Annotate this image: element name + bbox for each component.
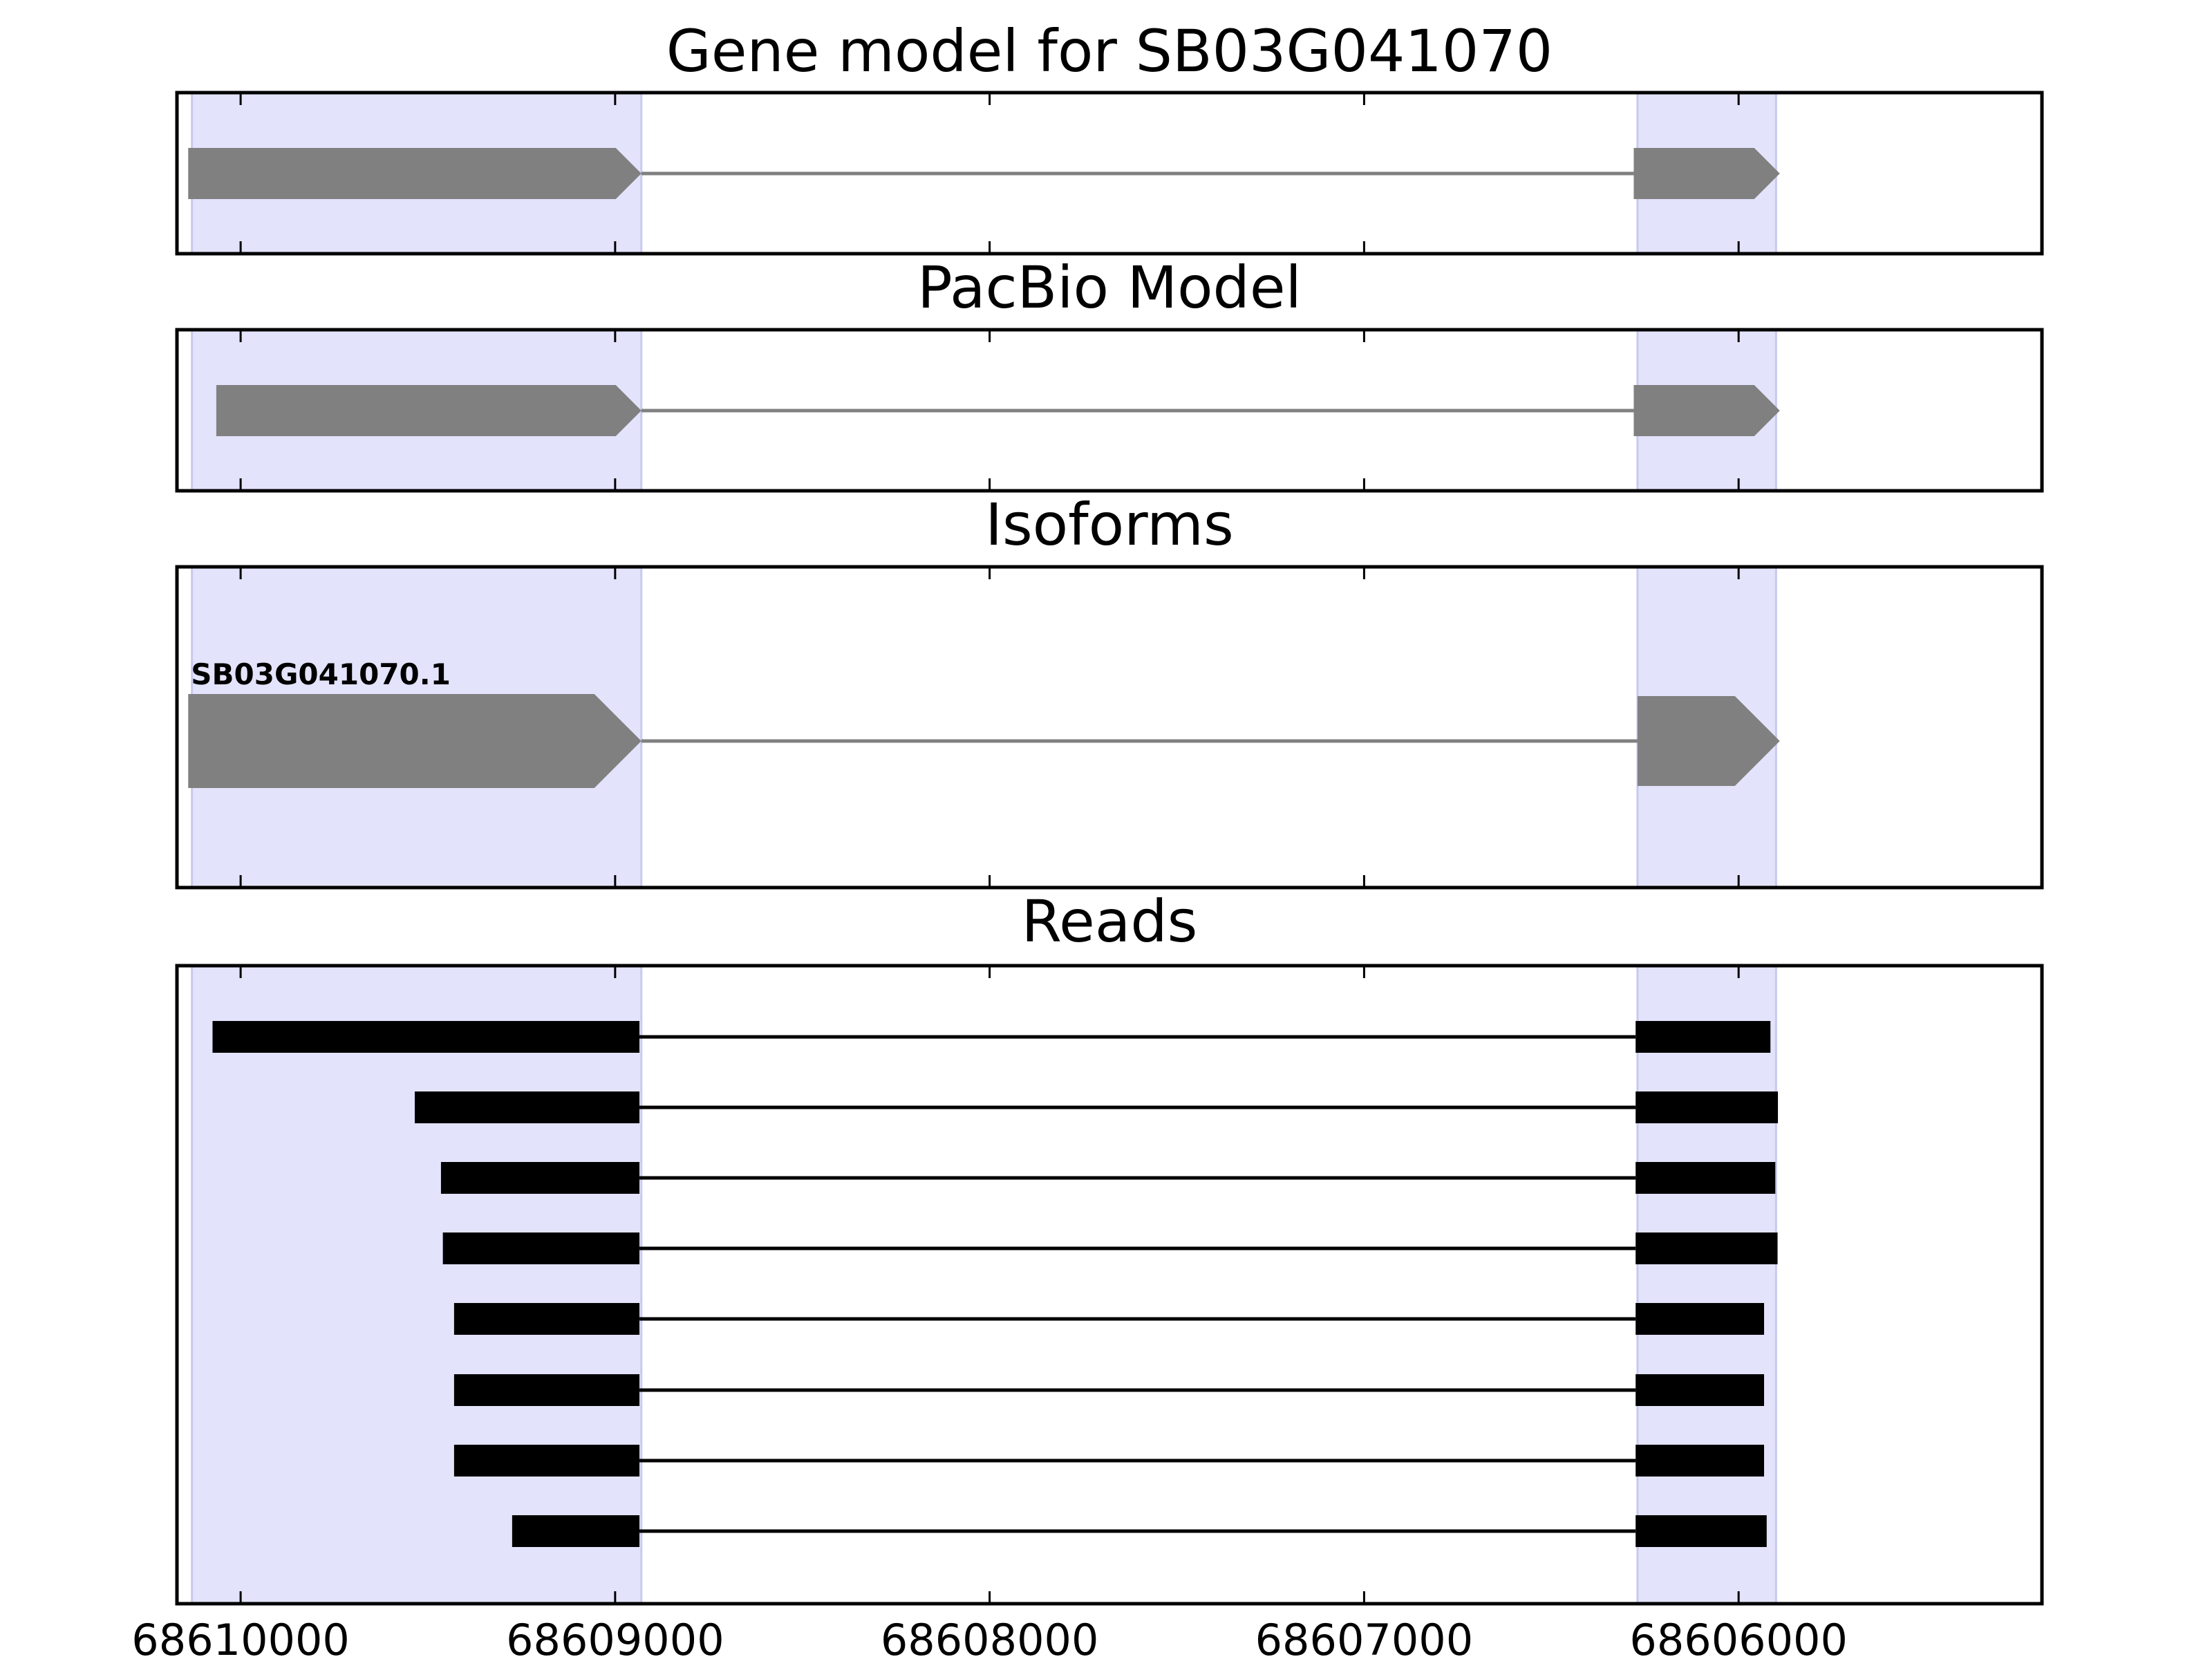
read-4-exon-1 bbox=[442, 1232, 640, 1264]
isoforms-exon-1 bbox=[188, 694, 641, 788]
isoforms-title: Isoforms bbox=[985, 491, 1234, 559]
read-2-exon-1 bbox=[415, 1091, 640, 1123]
read-7-exon-1 bbox=[453, 1445, 640, 1477]
gene-model-exon-2 bbox=[1633, 148, 1780, 199]
read-4-exon-2 bbox=[1635, 1232, 1778, 1264]
read-5-exon-2 bbox=[1635, 1303, 1765, 1335]
read-7-exon-2 bbox=[1635, 1445, 1765, 1477]
x-tick-label-3: 68608000 bbox=[881, 1615, 1099, 1659]
read-6-exon-2 bbox=[1635, 1374, 1765, 1406]
x-tick-label-4: 68607000 bbox=[1255, 1615, 1474, 1659]
x-tick-label-1: 68610000 bbox=[131, 1615, 350, 1659]
pacbio-model-frame bbox=[175, 328, 2044, 493]
read-2-exon-2 bbox=[1635, 1091, 1779, 1123]
read-8-exon-2 bbox=[1635, 1515, 1767, 1547]
read-1-exon-1 bbox=[212, 1021, 640, 1053]
read-6-exon-1 bbox=[453, 1374, 640, 1406]
read-1-exon-2 bbox=[1635, 1021, 1771, 1053]
x-tick-label-2: 68609000 bbox=[506, 1615, 724, 1659]
read-5-exon-1 bbox=[453, 1303, 640, 1335]
pacbio-model-exon-2 bbox=[1633, 385, 1780, 436]
isoforms-frame bbox=[175, 565, 2044, 890]
highlight-region-reads-1 bbox=[191, 964, 643, 1605]
isoform-label: SB03G041070.1 bbox=[191, 657, 451, 691]
reads-frame bbox=[175, 964, 2044, 1606]
gene-model-frame bbox=[175, 91, 2044, 256]
plot-layer: SB03G041070.1 68610000 68609000 68608000 686… bbox=[131, 91, 2044, 1659]
x-tick-label-5: 68606000 bbox=[1629, 1615, 1848, 1659]
highlight-region-reads-2 bbox=[1636, 964, 1777, 1605]
gene-model-exon-1 bbox=[188, 148, 641, 199]
isoforms-exon-2 bbox=[1637, 696, 1780, 786]
read-3-exon-1 bbox=[440, 1162, 640, 1194]
gene-model-title: Gene model for SB03G041070 bbox=[666, 17, 1553, 85]
read-3-exon-2 bbox=[1635, 1162, 1776, 1194]
pacbio-model-exon-1 bbox=[216, 385, 641, 436]
pacbio-model-title: PacBio Model bbox=[917, 254, 1302, 321]
reads-title: Reads bbox=[1022, 888, 1198, 955]
read-8-exon-1 bbox=[512, 1515, 640, 1547]
